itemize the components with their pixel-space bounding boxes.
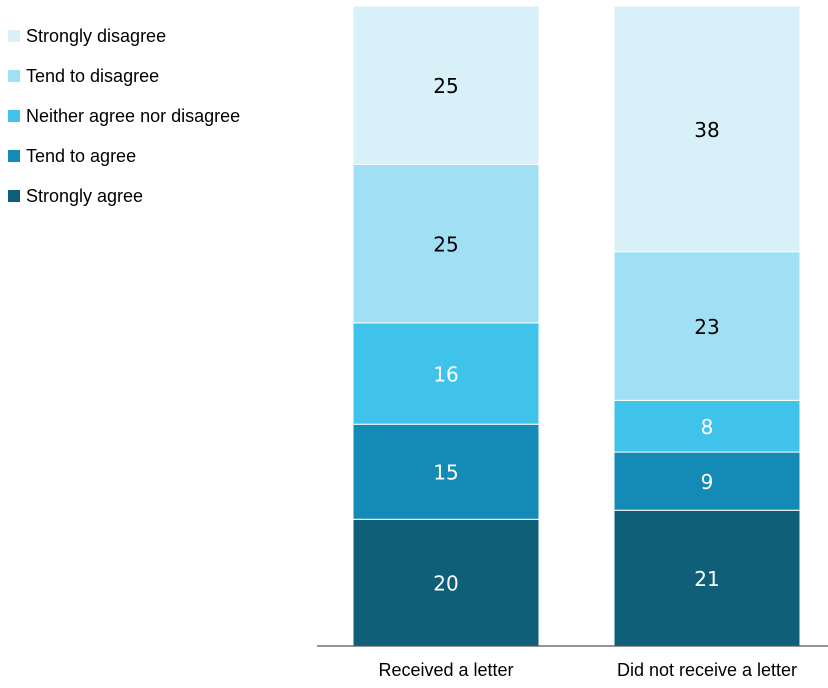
bar-segment [613,5,801,253]
bar-segment-group: 9 [613,451,801,511]
data-label: 15 [433,461,458,485]
data-label: 16 [433,363,458,387]
bar-segment-group: 20 [352,518,540,647]
legend-item: Tend to agree [8,136,240,176]
legend-swatch [8,150,20,162]
data-label: 25 [433,74,458,98]
bar-segment [352,322,540,425]
bar-segment [613,399,801,453]
legend-label: Tend to agree [26,145,137,166]
data-label: 21 [694,567,719,591]
bar-segment-group: 16 [352,322,540,425]
legend-label: Neither agree nor disagree [26,105,241,126]
bar-segment-group: 15 [352,423,540,520]
bar-segment-group: 25 [352,5,540,165]
x-tick-label: Received a letter [378,660,513,680]
data-label: 25 [433,233,458,257]
data-label: 8 [701,415,714,439]
bar-segment [613,251,801,401]
legend-swatch [8,70,20,82]
legend-swatch [8,110,20,122]
bar-segment-group: 8 [613,399,801,453]
bar-segment-group: 23 [613,251,801,401]
legend-item: Tend to disagree [8,56,240,96]
bar-segment [352,5,540,165]
data-label: 38 [694,118,719,142]
bar-segment-group: 21 [613,509,801,647]
bar-segment [352,423,540,520]
data-label: 20 [433,572,458,596]
bar-segment-group: 38 [613,5,801,253]
bar-segment [613,509,801,647]
data-label: 9 [701,470,714,494]
bar-segment [613,451,801,511]
legend-item: Strongly disagree [8,16,240,56]
legend-label: Strongly disagree [26,25,167,46]
legend-swatch [8,30,20,42]
bar-segment [352,518,540,647]
bar-segment-group: 25 [352,163,540,324]
legend-item: Neither agree nor disagree [8,96,240,136]
x-tick-label: Did not receive a letter [617,660,797,680]
legend-label: Tend to disagree [26,65,160,86]
legend-label: Strongly agree [26,185,144,206]
bar-segment [352,163,540,324]
legend-swatch [8,190,20,202]
legend: Strongly disagree Tend to disagree Neither… [8,16,240,216]
legend-item: Strongly agree [8,176,240,216]
data-label: 23 [694,315,719,339]
